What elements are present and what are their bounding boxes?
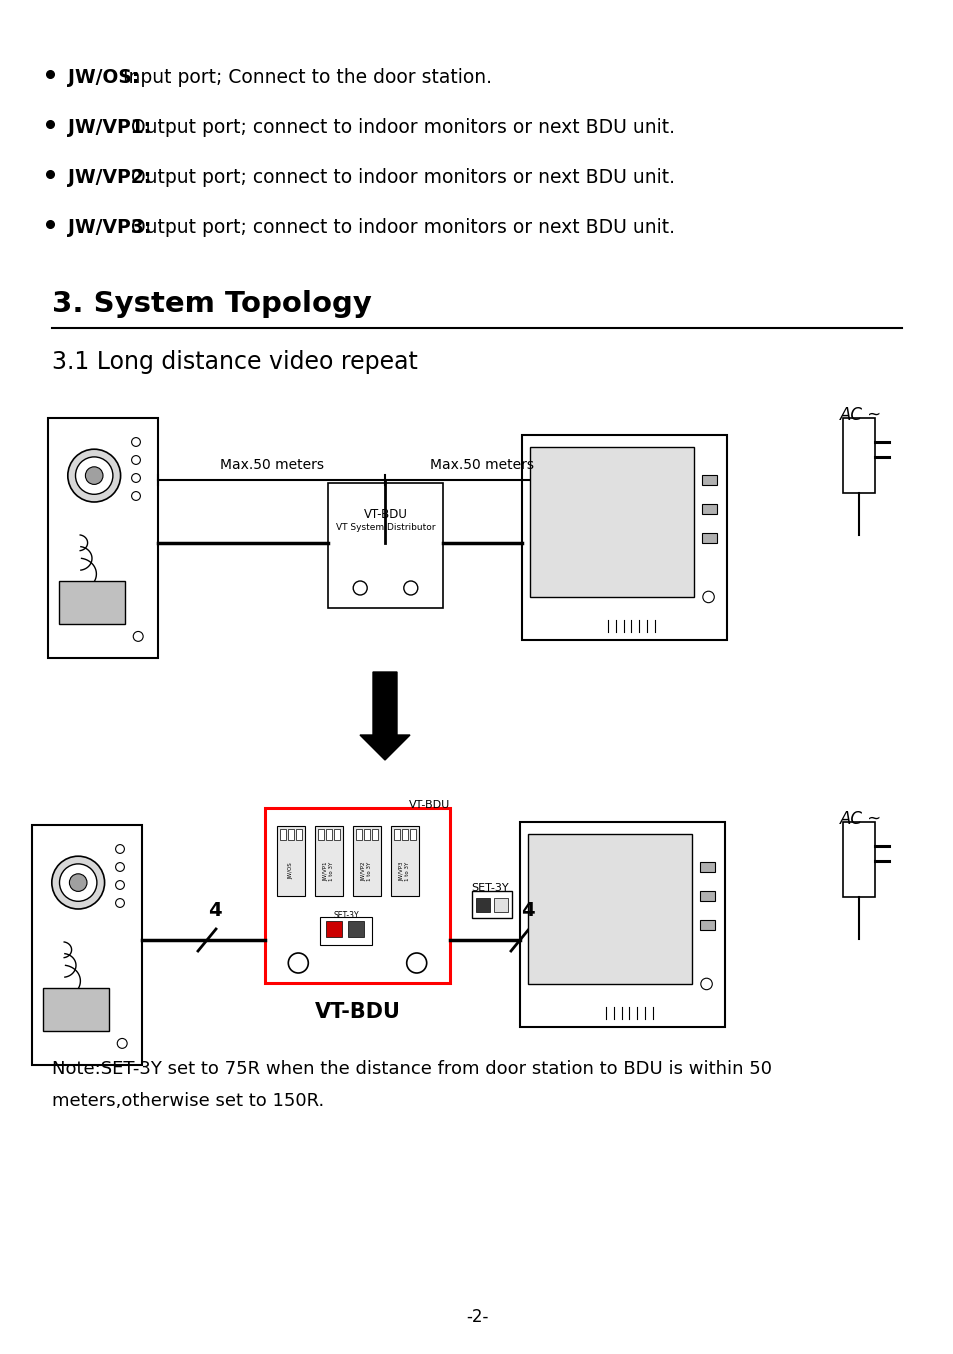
Circle shape	[115, 862, 124, 872]
Text: VT-BDU: VT-BDU	[363, 508, 407, 521]
Bar	[372, 829, 377, 839]
Bar	[265, 808, 450, 983]
Circle shape	[406, 953, 426, 974]
Circle shape	[133, 631, 143, 642]
Circle shape	[132, 455, 140, 464]
Text: JW/OS:: JW/OS:	[68, 68, 139, 87]
Bar	[528, 834, 692, 984]
Bar	[701, 475, 716, 485]
Text: JW/VP1
1 to 3Y: JW/VP1 1 to 3Y	[323, 861, 335, 880]
Text: VT-BDU: VT-BDU	[314, 1002, 400, 1022]
Text: Max.50 meters: Max.50 meters	[219, 458, 323, 473]
Bar	[842, 822, 874, 896]
Circle shape	[59, 864, 97, 902]
Text: Output port; connect to indoor monitors or next BDU unit.: Output port; connect to indoor monitors …	[125, 218, 675, 237]
Bar	[326, 921, 341, 937]
Bar	[530, 447, 694, 597]
Bar	[328, 483, 442, 608]
Circle shape	[288, 953, 308, 974]
Bar	[701, 504, 716, 513]
Text: JW/VP2:: JW/VP2:	[68, 168, 152, 187]
Text: 3. System Topology: 3. System Topology	[52, 290, 372, 318]
Bar	[32, 825, 142, 1066]
Circle shape	[86, 467, 103, 485]
Circle shape	[132, 474, 140, 482]
Text: Output port; connect to indoor monitors or next BDU unit.: Output port; connect to indoor monitors …	[125, 118, 675, 137]
Text: SET-3Y: SET-3Y	[333, 911, 358, 919]
Circle shape	[68, 450, 120, 502]
Bar	[472, 891, 512, 918]
Text: SET-3Y: SET-3Y	[471, 883, 508, 894]
Text: VT-BDU: VT-BDU	[408, 800, 450, 810]
Bar	[355, 829, 361, 839]
Text: JW/VP3
1 to 3Y: JW/VP3 1 to 3Y	[399, 861, 410, 880]
Bar	[394, 829, 399, 839]
Bar	[288, 829, 294, 839]
Bar	[43, 988, 109, 1032]
Text: Output port; connect to indoor monitors or next BDU unit.: Output port; connect to indoor monitors …	[125, 168, 675, 187]
Bar	[59, 581, 125, 624]
Text: JW/VP2
1 to 3Y: JW/VP2 1 to 3Y	[361, 861, 372, 880]
Bar	[326, 829, 332, 839]
Bar	[401, 829, 408, 839]
Circle shape	[132, 437, 140, 447]
Circle shape	[115, 899, 124, 907]
Bar	[276, 826, 305, 896]
Bar	[519, 822, 724, 1026]
Bar	[391, 826, 418, 896]
Text: Note:SET-3Y set to 75R when the distance from door station to BDU is within 50: Note:SET-3Y set to 75R when the distance…	[52, 1060, 771, 1078]
Text: JW/VP3:: JW/VP3:	[68, 218, 152, 237]
Bar	[476, 898, 490, 913]
Text: AC ~: AC ~	[840, 810, 882, 829]
FancyArrow shape	[359, 672, 410, 760]
Text: VT System Distributor: VT System Distributor	[335, 523, 435, 532]
Circle shape	[353, 581, 367, 594]
Bar	[494, 898, 507, 913]
Circle shape	[132, 492, 140, 501]
Circle shape	[403, 581, 417, 594]
Text: meters,otherwise set to 150R.: meters,otherwise set to 150R.	[52, 1091, 324, 1110]
Bar	[842, 418, 874, 493]
Text: 4: 4	[208, 900, 222, 919]
Bar	[348, 921, 364, 937]
Bar	[48, 418, 158, 658]
Circle shape	[51, 856, 105, 909]
Bar	[521, 435, 726, 640]
Circle shape	[702, 592, 714, 603]
Text: 4: 4	[520, 900, 535, 919]
Circle shape	[75, 456, 112, 494]
Bar	[319, 917, 372, 945]
Text: JW/VP1:: JW/VP1:	[68, 118, 151, 137]
Bar	[295, 829, 302, 839]
Circle shape	[700, 978, 712, 990]
Text: Input port; Connect to the door station.: Input port; Connect to the door station.	[117, 68, 492, 87]
Bar	[700, 862, 714, 872]
Bar	[701, 532, 716, 543]
Text: 3.1 Long distance video repeat: 3.1 Long distance video repeat	[52, 349, 417, 374]
Bar	[700, 891, 714, 900]
Circle shape	[115, 845, 124, 853]
Bar	[410, 829, 416, 839]
Text: -2-: -2-	[465, 1308, 488, 1326]
Bar	[280, 829, 286, 839]
Circle shape	[117, 1039, 127, 1048]
Bar	[353, 826, 380, 896]
Bar	[364, 829, 370, 839]
Circle shape	[70, 873, 87, 891]
Circle shape	[115, 880, 124, 890]
Bar	[317, 829, 324, 839]
Bar	[334, 829, 339, 839]
Text: Max.50 meters: Max.50 meters	[430, 458, 534, 473]
Bar	[314, 826, 343, 896]
Text: JW/OS: JW/OS	[288, 862, 294, 879]
Text: AC ~: AC ~	[840, 406, 882, 424]
Bar	[700, 919, 714, 929]
